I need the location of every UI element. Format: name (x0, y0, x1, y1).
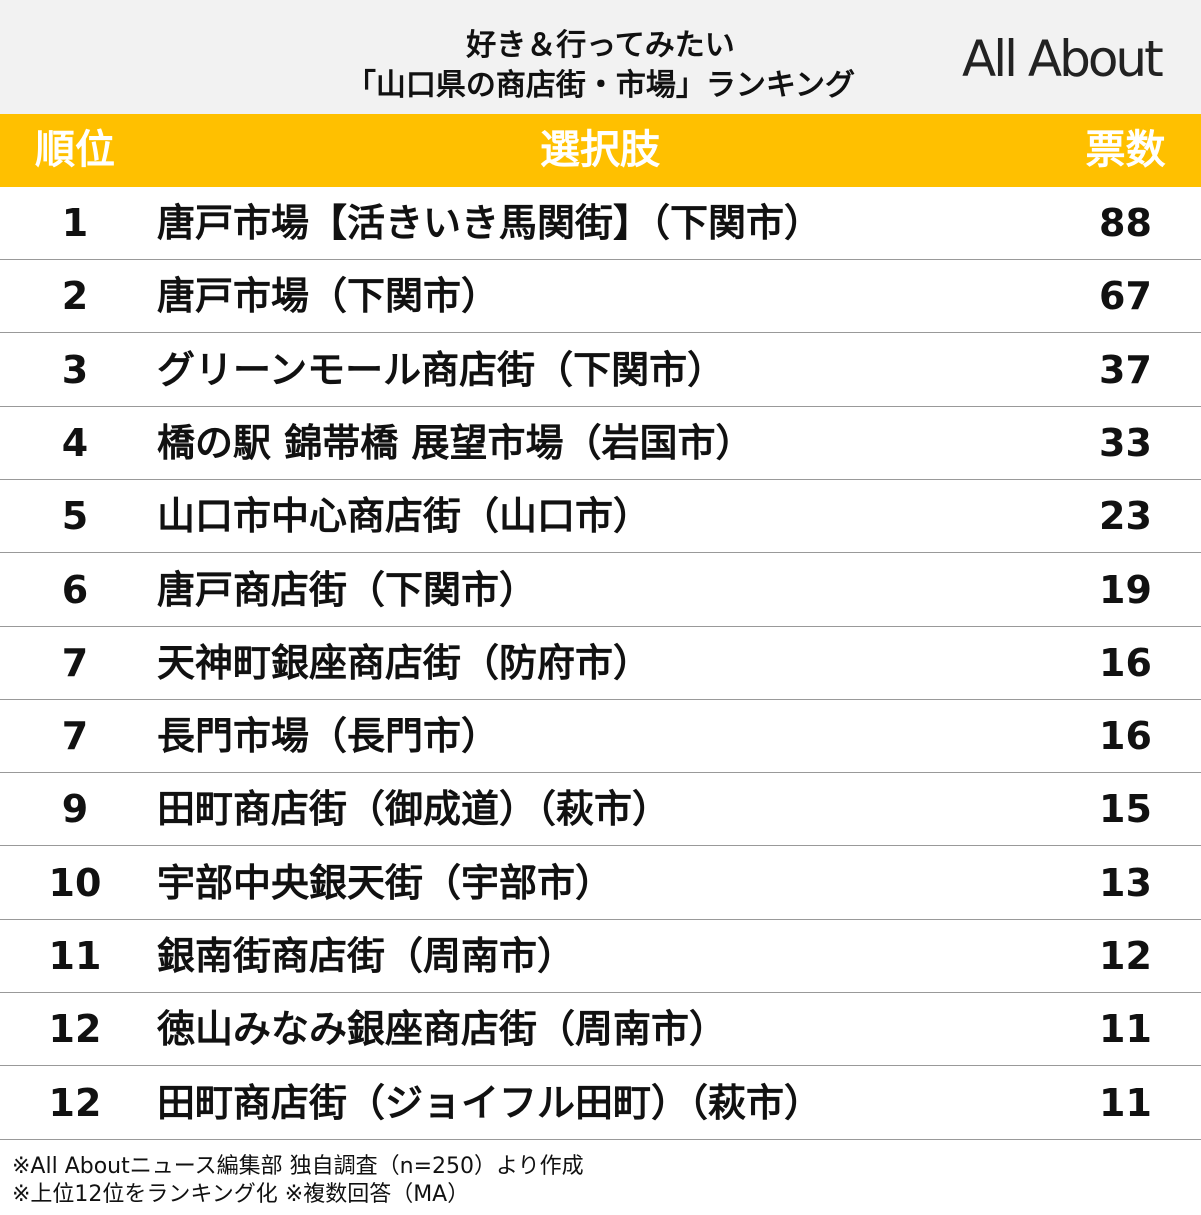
table-row: 1 唐戸市場【活きいき馬関街】（下関市） 88 (0, 187, 1201, 260)
table-row: 12 徳山みなみ銀座商店街（周南市） 11 (0, 993, 1201, 1067)
table-row: 2 唐戸市場（下関市） 67 (0, 260, 1201, 334)
votes: 11 (1099, 1007, 1152, 1052)
rank: 10 (48, 860, 102, 905)
votes: 67 (1099, 274, 1152, 319)
table-row: 11 銀南街商店街（周南市） 12 (0, 920, 1201, 993)
rank: 7 (61, 640, 89, 685)
choice: 唐戸商店街（下関市） (157, 567, 538, 612)
choice: 長門市場（長門市） (157, 714, 500, 759)
choice: 唐戸市場（下関市） (157, 274, 500, 319)
table-header: 順位 選択肢 票数 (0, 114, 1201, 187)
rank: 12 (48, 1007, 102, 1052)
column-header: 順位 (35, 127, 115, 173)
rank: 9 (61, 787, 89, 832)
table-row: 6 唐戸商店街（下関市） 19 (0, 554, 1201, 627)
choice: 田町商店街（ジョイフル田町）（萩市） (157, 1080, 823, 1125)
table-row: 10 宇部中央銀天街（宇部市） 13 (0, 847, 1201, 920)
votes: 33 (1099, 420, 1152, 465)
title-line: 好き＆行ってみたい (466, 28, 735, 63)
choice: 唐戸市場【活きいき馬関街】（下関市） (157, 201, 823, 245)
footnote: ※All Aboutニュース編集部 独自調査（n=250）より作成 (12, 1154, 584, 1179)
rank: 2 (61, 274, 89, 319)
votes: 12 (1099, 934, 1152, 978)
votes: 88 (1099, 201, 1152, 245)
rank: 11 (48, 934, 102, 978)
rank: 1 (61, 201, 89, 245)
title-area: 好き＆行ってみたい 「山口県の商店街・市場」ランキング All About (0, 0, 1201, 114)
rank: 12 (48, 1080, 102, 1125)
votes: 37 (1099, 347, 1152, 392)
votes: 19 (1099, 567, 1152, 612)
choice: 宇部中央銀天街（宇部市） (157, 860, 614, 905)
rank: 6 (61, 567, 89, 612)
votes: 11 (1099, 1080, 1152, 1125)
votes: 23 (1099, 494, 1152, 539)
choice: 田町商店街（御成道）（萩市） (157, 787, 671, 832)
rank: 5 (61, 494, 89, 539)
choice: 天神町銀座商店街（防府市） (157, 640, 652, 685)
table-row: 12 田町商店街（ジョイフル田町）（萩市） 11 (0, 1067, 1201, 1140)
rank: 7 (61, 714, 89, 759)
footnote: ※上位12位をランキング化 ※複数回答（MA） (12, 1182, 470, 1207)
votes: 16 (1099, 640, 1152, 685)
choice: 徳山みなみ銀座商店街（周南市） (157, 1007, 728, 1052)
column-header: 票数 (1085, 127, 1166, 173)
table-row: 5 山口市中心商店街（山口市） 23 (0, 480, 1201, 554)
table-row: 7 天神町銀座商店街（防府市） 16 (0, 627, 1201, 700)
table-row: 7 長門市場（長門市） 16 (0, 700, 1201, 774)
table-row: 3 グリーンモール商店街（下関市） 37 (0, 334, 1201, 407)
votes: 15 (1099, 787, 1152, 832)
table-row: 9 田町商店街（御成道）（萩市） 15 (0, 773, 1201, 847)
choice: グリーンモール商店街（下関市） (157, 347, 726, 392)
table-row: 4 橋の駅 錦帯橋 展望市場（岩国市） 33 (0, 407, 1201, 480)
rank: 3 (61, 347, 89, 392)
votes: 13 (1099, 860, 1152, 905)
votes: 16 (1099, 714, 1152, 759)
title-line: 「山口県の商店街・市場」ランキング (345, 68, 856, 103)
choice: 橋の駅 錦帯橋 展望市場（岩国市） (157, 420, 754, 465)
rank: 4 (61, 420, 89, 465)
choice: 銀南街商店街（周南市） (157, 934, 576, 978)
choice: 山口市中心商店街（山口市） (157, 494, 652, 539)
column-header: 選択肢 (540, 127, 660, 173)
logo: All About (962, 30, 1164, 88)
